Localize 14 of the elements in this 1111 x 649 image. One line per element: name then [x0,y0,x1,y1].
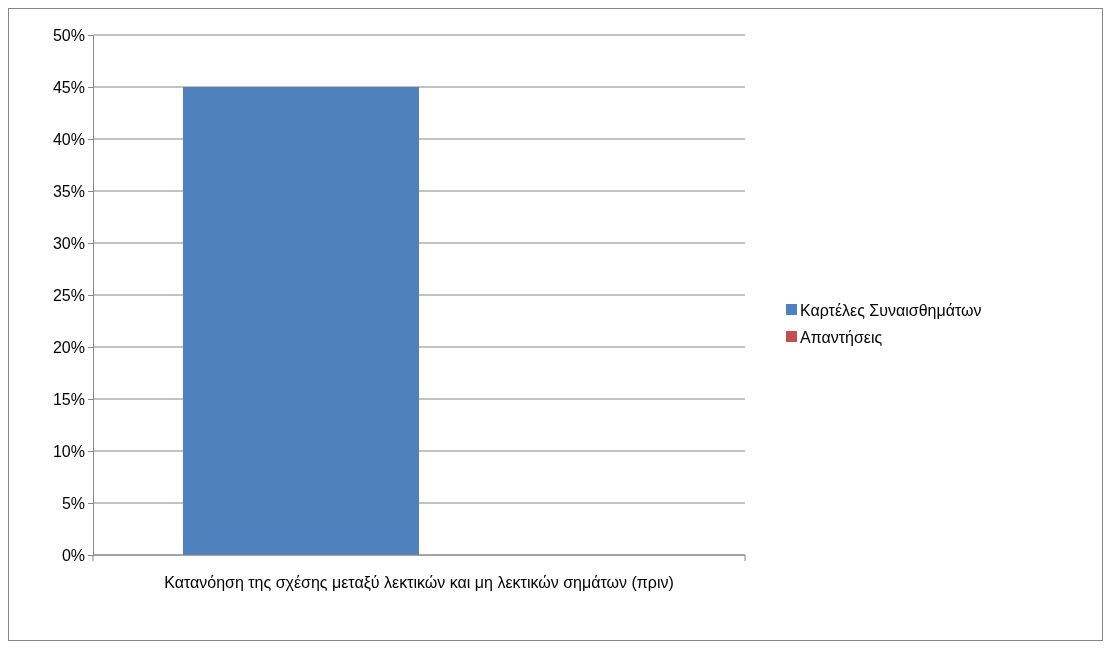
legend-label: Καρτέλες Συναισθημάτων [800,302,982,319]
y-tick-label: 35% [52,182,85,200]
y-tick-label: 10% [52,442,85,460]
y-tick-label: 40% [52,130,85,148]
y-tick-label: 15% [52,390,85,408]
y-tick-label: 50% [52,26,85,44]
y-tick-label: 20% [52,338,85,356]
y-tick-label: 30% [52,234,85,252]
y-tick-label: 0% [61,546,85,564]
x-tick-label: Κατανόηση της σχέσης μεταξύ λεκτικών και μη λεκτικών σημάτων (πριν) [164,574,674,592]
y-tick-label: 45% [52,78,85,96]
y-tick-label: 25% [52,286,85,304]
y-tick-label: 5% [61,494,85,512]
legend-label: Απαντήσεις [800,329,883,346]
